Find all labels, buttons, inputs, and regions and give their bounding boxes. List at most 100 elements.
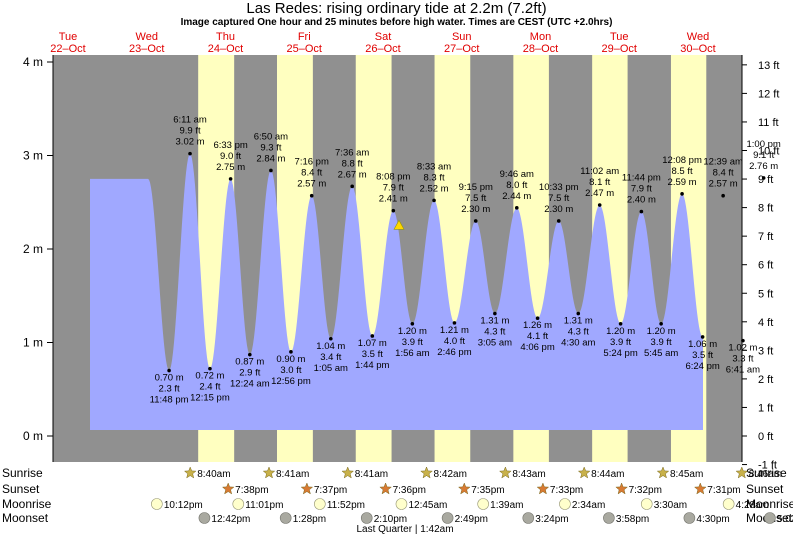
moonrise-icon [477, 498, 489, 510]
moonrise-row-label-right: Moonrise [746, 497, 793, 511]
sunset-time: 7:33pm [550, 485, 583, 496]
tide-label: 7.9 ft [631, 184, 652, 195]
tide-label: 4.1 ft [527, 331, 548, 342]
moonrise-time: 1:39am [490, 500, 523, 511]
sunrise-time: 8:44am [591, 469, 624, 480]
sunset-icon [457, 482, 471, 495]
moonrise-icon [314, 498, 326, 510]
tide-point [452, 321, 457, 325]
moonrise-time: 4:28am [736, 500, 769, 511]
tide-point [329, 336, 333, 341]
tide-point [432, 198, 436, 203]
tide-label: 9.3 ft [260, 142, 281, 153]
tide-point [228, 177, 233, 181]
tide-label: 7.9 ft [383, 183, 404, 194]
tide-label: 4.3 ft [484, 327, 505, 338]
tide-label: 11:48 pm [150, 395, 189, 406]
tide-label: 9.1 ft [753, 150, 774, 161]
moonset-icon [360, 512, 373, 524]
tide-label: 12:08 pm [662, 155, 702, 166]
moonrise-time: 3:30am [654, 500, 687, 511]
moonrise-icon [395, 498, 408, 510]
tide-label: 10:33 pm [539, 182, 579, 193]
date-label: 22–Oct [50, 43, 85, 55]
date-label: 23–Oct [129, 43, 164, 55]
sunrise-icon [262, 466, 276, 479]
tide-label: 6:24 pm [685, 361, 719, 372]
tide-label: 4:06 pm [520, 342, 554, 353]
sunset-time: 7:38pm [235, 485, 268, 496]
right-axis-tick-label: 0 ft [758, 431, 773, 443]
tide-label: 8.0 ft [506, 180, 527, 191]
water-level-area [90, 153, 703, 430]
right-axis-tick-label: 2 ft [758, 374, 773, 386]
left-axis-tick-label: 1 m [23, 336, 43, 350]
tide-label: 1.31 m [480, 316, 509, 327]
sunset-icon [300, 482, 314, 495]
moonset-row-label-left: Moonset [2, 511, 49, 525]
tide-point [309, 193, 314, 198]
tide-label: 9.9 ft [179, 126, 200, 137]
sunrise-icon [341, 466, 355, 479]
sunrise-icon [183, 466, 197, 479]
day-of-week-label: Tue [59, 31, 78, 43]
right-axis-tick-label: 5 ft [758, 288, 773, 300]
tide-point [556, 219, 561, 223]
right-axis-tick-label: 8 ft [758, 203, 773, 215]
tide-point [188, 151, 192, 156]
tide-label: 8.8 ft [342, 158, 363, 169]
moonset-icon [279, 512, 292, 524]
tide-label: 0.70 m [155, 373, 184, 384]
sunset-row-label-right: Sunset [746, 482, 784, 496]
sunrise-time: 8:46am [749, 469, 782, 480]
tide-point [721, 193, 725, 198]
sunset-icon [379, 482, 392, 495]
tide-label: 3.4 ft [320, 352, 341, 363]
sunset-icon [693, 482, 707, 495]
tide-label: 2.9 ft [239, 368, 260, 379]
date-label: 28–Oct [523, 43, 558, 55]
day-of-week-label: Wed [136, 31, 158, 43]
tide-label: 2.44 m [502, 191, 531, 202]
tide-label: 1.21 m [440, 325, 469, 336]
tide-label: 3.5 ft [692, 350, 713, 361]
tide-point [167, 368, 171, 373]
tide-label: 2.30 m [544, 204, 573, 215]
tide-label: 0.87 m [235, 357, 264, 368]
tide-label: 2.41 m [379, 194, 408, 205]
day-of-week-label: Sun [452, 31, 472, 43]
tide-point [473, 219, 478, 223]
tide-label: 2.59 m [668, 177, 697, 188]
tide-label: 1.02 m [728, 343, 757, 354]
moonset-time: 5:02pm [777, 514, 793, 525]
tide-label: 7.5 ft [465, 193, 486, 204]
sunrise-icon [577, 466, 591, 479]
right-axis-tick-label: 13 ft [758, 60, 779, 72]
tide-label: 3.0 ft [280, 365, 301, 376]
sunrise-row-label-right: Sunrise [746, 466, 787, 480]
tide-label: 12:15 pm [190, 393, 230, 404]
tide-label: 2.67 m [338, 169, 367, 180]
date-label: 26–Oct [365, 43, 400, 55]
tide-area [90, 153, 703, 430]
tide-label: 8.4 ft [301, 168, 322, 179]
tide-label: 3.3 ft [732, 354, 753, 365]
tide-label: 1.07 m [358, 338, 387, 349]
sunrise-icon [735, 466, 749, 479]
moonrise-icon [722, 498, 735, 510]
tide-point [350, 184, 354, 189]
tide-point [248, 352, 252, 357]
tide-label: 3.5 ft [362, 349, 383, 360]
sunset-time: 7:32pm [629, 485, 662, 496]
sunset-time: 7:37pm [314, 485, 347, 496]
tide-label: 1.31 m [564, 316, 593, 327]
sunset-icon [536, 482, 550, 495]
tide-point [289, 350, 293, 354]
tide-label: 12:56 pm [271, 376, 311, 387]
tide-label: 8:08 pm [376, 172, 410, 183]
tide-label: 2.84 m [256, 153, 285, 164]
tide-label: 7:16 pm [295, 157, 329, 168]
sunrise-icon [420, 466, 433, 479]
